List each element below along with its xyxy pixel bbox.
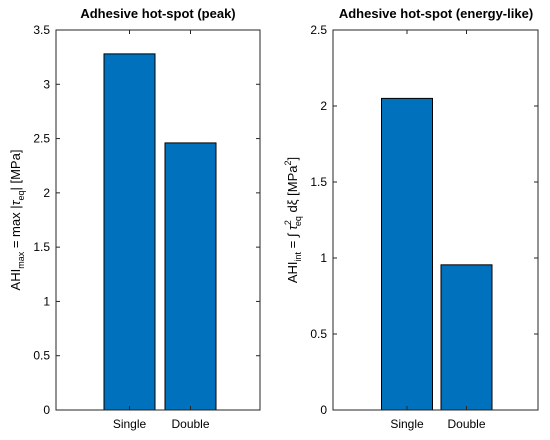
y-tick-label: 2.5 [310,23,327,37]
y-tick-label: 1 [43,294,50,308]
chart-title: Adhesive hot-spot (energy-like) [339,6,533,21]
y-tick-label: 1.5 [33,240,50,254]
y-tick-label: 3 [43,77,50,91]
y-tick-label: 3.5 [33,23,50,37]
y-tick-label: 0 [320,403,327,417]
x-tick-label-double: Double [171,417,209,431]
y-tick-label: 2 [43,186,50,200]
bar-double [440,264,493,411]
axes-box [332,29,539,411]
y-tick-label: 0.5 [310,327,327,341]
chart-title: Adhesive hot-spot (peak) [80,6,235,21]
chart-energy: Adhesive hot-spot (energy-like) 0 0.5 1 1.5… [283,6,539,431]
x-tick-label-single: Single [113,417,147,431]
chart-peak: Adhesive hot-spot (peak) 0 0.5 1 1.5 2 2.5 3 3.… [8,6,261,431]
bar-single [381,97,433,411]
bar-double [164,142,217,411]
plot-area [333,30,538,410]
y-tick-label: 2.5 [33,132,50,146]
y-ticks: 0 0.5 1 1.5 2 2.5 [310,23,538,417]
bar-single [103,53,156,411]
y-ticks: 0 0.5 1 1.5 2 2.5 3 3.5 [33,23,260,417]
bars-group [381,97,493,411]
x-tick-label-double: Double [447,417,485,431]
y-axis-label: AHIint = ∫ τ2eq dξ [MPa2] [283,157,303,283]
x-tick-label-single: Single [390,417,424,431]
x-ticks: Single Double [113,30,210,431]
plot-area [56,30,260,410]
bars-group [103,53,217,411]
axes-box [55,29,261,411]
y-tick-label: 2 [320,99,327,113]
y-tick-label: 0.5 [33,349,50,363]
y-tick-label: 1 [320,251,327,265]
y-tick-label: 1.5 [310,175,327,189]
x-ticks: Single Double [390,30,486,431]
y-axis-label: AHImax = max |τeq| [MPa] [8,150,26,291]
y-tick-label: 0 [43,403,50,417]
